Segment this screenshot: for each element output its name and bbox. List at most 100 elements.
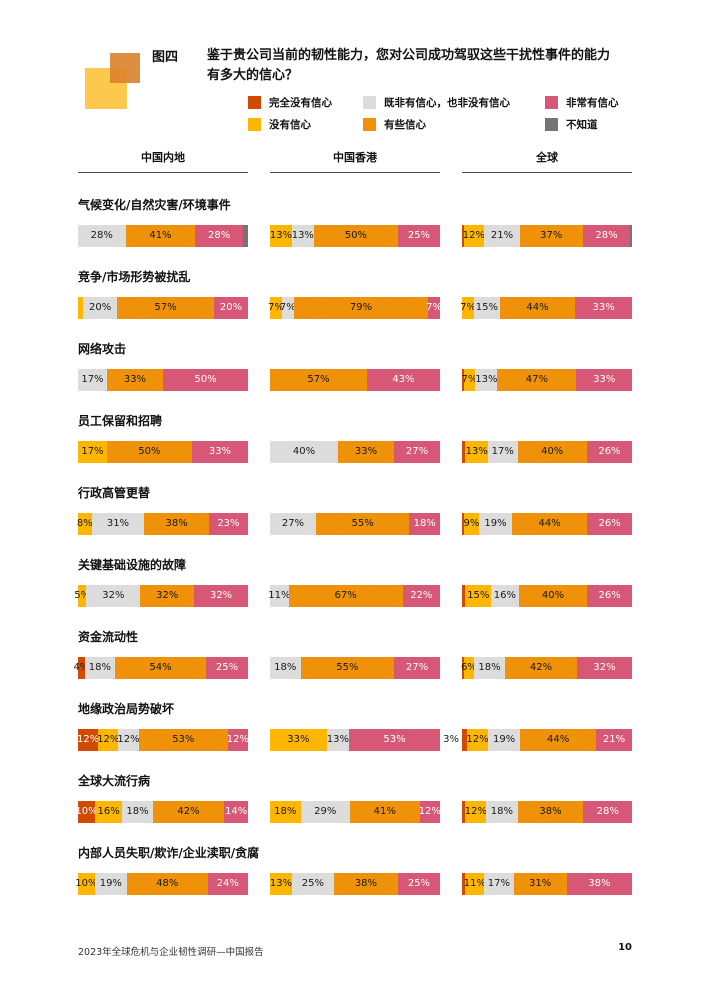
segment-label: 28% [595,230,618,241]
segment-label: 8% [76,518,93,529]
category-label: 竞争/市场形势被扰乱 [78,270,191,284]
bar-segment: 7% [268,297,284,319]
segment-label: 28% [90,230,113,241]
bar-segment [462,801,466,823]
legend-label: 没有信心 [269,119,311,131]
segment-label: 13% [326,734,349,745]
bar-segment [462,225,464,247]
column-header-hong-kong: 中国香港 [270,149,440,173]
bar-segment: 44% [520,729,596,751]
segment-label: 22% [410,590,433,601]
bar-segment: 4% [73,657,89,679]
bar-segment: 32% [194,585,248,607]
legend-swatch-somewhat-confident [363,118,376,131]
bar-segment: 50% [106,441,192,463]
segment-label: 20% [88,302,112,313]
bar-segment: 13% [465,441,489,463]
stacked-bar-mainland-china: 10% 16% 18% 42% 14% [75,801,248,823]
segment-label: 26% [598,518,621,529]
stacked-bar-hong-kong: 11% 67% 22% [268,585,441,607]
figure-number: 图四 [152,50,179,65]
bar-segment: 27% [394,657,440,679]
stacked-bar-global: 12% 21% 37% 28% [462,225,633,247]
segment-label: 44% [538,518,561,529]
bar-segment: 67% [288,585,403,607]
segment-label: 28% [596,806,619,817]
stacked-bar-hong-kong: 13% 25% 38% 25% [270,873,440,895]
bar-segment: 41% [125,225,196,247]
segment-label: 25% [301,878,325,889]
bar-segment: 8% [76,513,93,535]
segment-label: 48% [156,878,179,889]
segment-label: 17% [81,374,104,385]
segment-label: 27% [281,518,305,529]
segment-label: 33% [354,446,378,457]
segment-label: 18% [274,806,297,817]
segment-label: 32% [209,590,233,601]
bar-segment: 37% [519,225,583,247]
bar-segment [242,225,248,247]
category-row: 气候变化/自然灾害/环境事件 28% 41% 28% 13% 13% 50% 25% 12% 21… [78,197,633,247]
legend: 完全没有信心 没有信心 既非有信心，也非没有信心 有些信心 非常有信心 不知道 [248,95,638,139]
legend-label: 有些信心 [384,119,426,131]
segment-label: 12% [97,734,120,745]
bar-segment: 11% [464,873,486,895]
figure-title: 鉴于贵公司当前的韧性能力，您对公司成功驾驭这些干扰性事件的能力 有多大的信心？ [207,46,657,86]
segment-label: 25% [407,878,431,889]
bar-segment: 15% [465,585,492,607]
legend-label: 完全没有信心 [269,97,332,109]
bar-segment: 53% [349,729,441,751]
segment-label: 40% [292,446,316,457]
segment-label: 19% [99,878,122,889]
segment-label: 13% [291,230,314,241]
segment-label: 7% [460,302,476,313]
segment-label: 20% [219,302,243,313]
segment-label: 44% [547,734,570,745]
bar-group: 28% 41% 28% 13% 13% 50% 25% 12% 21% 37% 28% [78,225,633,247]
bar-segment: 26% [587,513,632,535]
bar-segment: 5% [74,585,90,607]
segment-label: 10% [75,878,98,889]
segment-label: 25% [215,662,239,673]
category-row: 行政高管更替 8% 31% 38% 23% 27% 55% 18% 9% 19% 44% 26% [76,485,632,535]
stacked-bar-hong-kong: 18% 29% 41% 12% [270,801,441,823]
stacked-bar-global: 7% 13% 47% 33% [462,369,632,391]
segment-label: 7% [279,302,296,313]
legend-swatch-no-confidence-at-all [248,96,261,109]
segment-label: 12% [76,734,100,745]
stacked-bar-mainland-china: 20% 57% 20% [78,297,248,319]
bar-segment: 13% [270,873,292,895]
bar-segment: 43% [366,369,440,391]
bar-segment: 12% [76,729,100,751]
stacked-bar-global: 7% 15% 44% 33% [460,297,632,319]
segment-label: 50% [138,446,161,457]
category-row: 全球大流行病 10% 16% 18% 42% 14% 18% 29% 41% 12% 12% 18% 3… [75,773,632,823]
bar-segment: 33% [191,441,248,463]
bar-segment: 10% [75,873,98,895]
stacked-bar-global: 6% 18% 42% 32% [460,657,632,679]
bar-segment: 25% [397,873,440,895]
segment-label: 10% [75,806,98,817]
segment-label: 14% [224,806,248,817]
segment-label: 15% [467,590,490,601]
bar-group: 17% 33% 50% 57% 43% 7% 13% 47% 33% [78,369,632,391]
bar-segment: 3% [443,729,468,751]
segment-label: 19% [484,518,507,529]
bar-segment [462,873,466,895]
bar-segment: 41% [349,801,420,823]
bar-segment: 28% [583,801,632,823]
bar-segment [462,657,464,679]
segment-label: 33% [208,446,232,457]
segment-label: 55% [336,662,359,673]
column-header-global: 全球 [462,149,632,173]
stacked-bar-global: 11% 17% 31% 38% [462,873,632,895]
segment-label: 13% [269,230,293,241]
segment-label: 33% [123,374,147,385]
figure-title-line2: 有多大的信心？ [207,68,299,83]
bar-segment: 48% [126,873,208,895]
segment-label: 6% [460,662,477,673]
bar-segment: 15% [474,297,500,319]
bar-group: 8% 31% 38% 23% 27% 55% 18% 9% 19% 44% 26% [76,513,632,535]
bar-segment: 40% [270,441,338,463]
bar-segment: 28% [195,225,243,247]
